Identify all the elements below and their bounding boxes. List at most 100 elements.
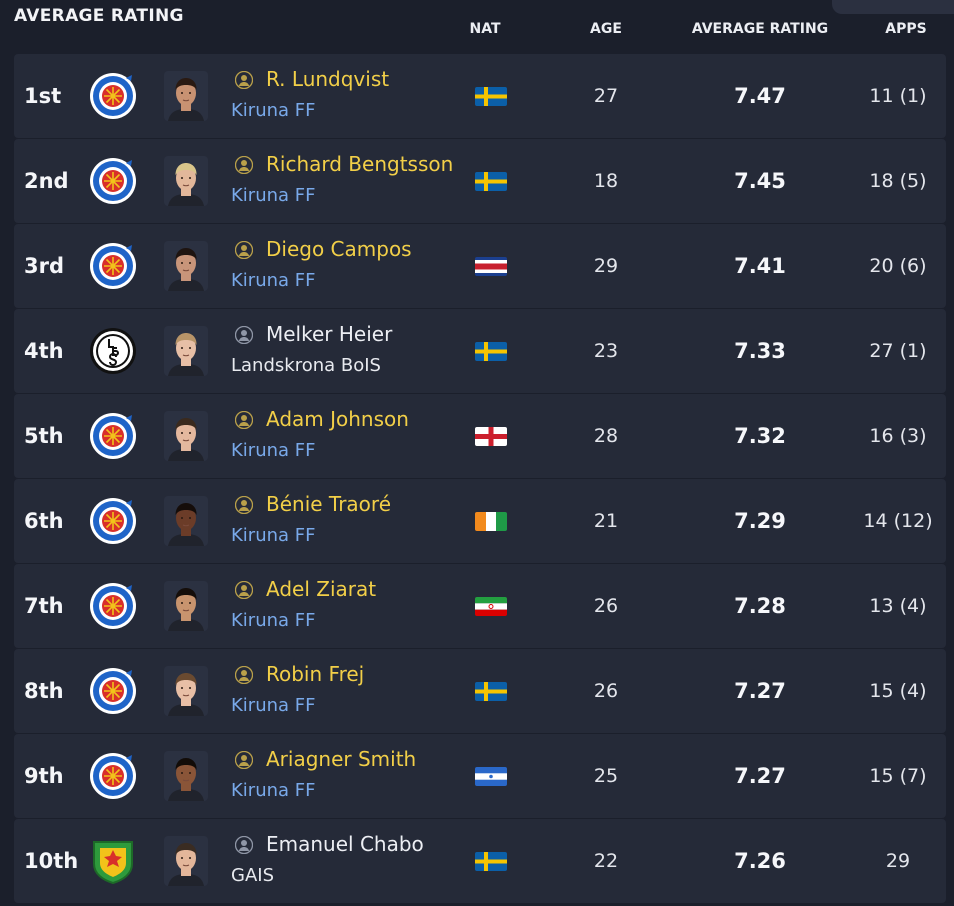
kiruna-crest[interactable] [88,71,138,121]
player-name[interactable]: Melker Heier [234,322,392,346]
average-rating-value: 7.26 [734,849,786,873]
age-value: 28 [593,425,619,447]
player-name-label: Robin Frej [266,662,365,686]
club-link[interactable]: Kiruna FF [231,440,316,461]
club-link[interactable]: GAIS [231,865,274,886]
average-rating-value: 7.32 [734,424,786,448]
table-row[interactable]: 4th Melker Heier Landskrona BoIS 23 7.33 27 (… [14,309,946,393]
club-link[interactable]: Kiruna FF [231,610,316,631]
kiruna-crest[interactable] [88,411,138,461]
column-header-age[interactable]: AGE [590,21,622,37]
column-header-apps[interactable]: APPS [885,21,927,37]
age-value: 26 [593,680,619,702]
player-name[interactable]: Diego Campos [234,237,412,261]
player-photo[interactable] [164,496,208,546]
table-row[interactable]: 10th Emanuel Chabo GAIS 22 7.26 29 [14,819,946,903]
flag-se-icon [475,342,507,361]
rank-label: 5th [24,424,64,448]
person-icon [234,155,254,175]
club-link[interactable]: Kiruna FF [231,525,316,546]
apps-value: 15 (7) [869,765,927,787]
rank-label: 10th [24,849,79,873]
average-rating-value: 7.41 [734,254,786,278]
apps-value: 13 (4) [869,595,927,617]
flag-se-icon [475,682,507,701]
ratings-table: 1st R. Lundqvist Kiruna FF 27 7.47 11 (1) 2nd R… [14,54,946,904]
club-link[interactable]: Kiruna FF [231,100,316,121]
rank-label: 2nd [24,169,69,193]
column-header-average-rating[interactable]: AVERAGE RATING [691,21,829,37]
kiruna-crest[interactable] [88,751,138,801]
gais-crest[interactable] [88,836,138,886]
player-name[interactable]: Robin Frej [234,662,365,686]
age-value: 18 [593,170,619,192]
player-name[interactable]: Emanuel Chabo [234,832,424,856]
column-header-nat[interactable]: NAT [469,21,501,37]
club-link[interactable]: Kiruna FF [231,780,316,801]
player-name[interactable]: Bénie Traoré [234,492,391,516]
kiruna-crest[interactable] [88,156,138,206]
player-name[interactable]: R. Lundqvist [234,67,390,91]
player-photo[interactable] [164,581,208,631]
age-value: 25 [593,765,619,787]
player-photo[interactable] [164,156,208,206]
apps-value: 15 (4) [869,680,927,702]
flag-ci-icon [475,512,507,531]
table-row[interactable]: 2nd Richard Bengtsson Kiruna FF 18 7.45 18 (5… [14,139,946,223]
kiruna-crest[interactable] [88,496,138,546]
player-name-label: Adel Ziarat [266,577,377,601]
person-icon [234,835,254,855]
age-value: 23 [593,340,619,362]
player-photo[interactable] [164,71,208,121]
club-link[interactable]: Kiruna FF [231,695,316,716]
rank-label: 6th [24,509,64,533]
player-name-label: Ariagner Smith [266,747,417,771]
person-icon [234,750,254,770]
player-photo[interactable] [164,241,208,291]
player-name[interactable]: Adam Johnson [234,407,409,431]
player-name-label: Diego Campos [266,237,412,261]
table-row[interactable]: 7th Adel Ziarat Kiruna FF 26 7.28 13 (4) [14,564,946,648]
player-name-label: Bénie Traoré [266,492,391,516]
player-photo[interactable] [164,836,208,886]
age-value: 29 [593,255,619,277]
person-icon [234,665,254,685]
club-link[interactable]: Landskrona BoIS [231,355,381,376]
table-row[interactable]: 9th Ariagner Smith Kiruna FF 25 7.27 15 (7) [14,734,946,818]
player-photo[interactable] [164,666,208,716]
apps-value: 16 (3) [869,425,927,447]
table-row[interactable]: 8th Robin Frej Kiruna FF 26 7.27 15 (4) [14,649,946,733]
average-rating-value: 7.27 [734,679,786,703]
player-name-label: R. Lundqvist [266,67,390,91]
kiruna-crest[interactable] [88,581,138,631]
table-row[interactable]: 3rd Diego Campos Kiruna FF 29 7.41 20 (6) [14,224,946,308]
player-name[interactable]: Ariagner Smith [234,747,417,771]
flag-en-icon [475,427,507,446]
landskrona-crest[interactable] [88,326,138,376]
person-icon [234,240,254,260]
flag-ni-icon [475,767,507,786]
person-icon [234,495,254,515]
kiruna-crest[interactable] [88,666,138,716]
table-row[interactable]: 1st R. Lundqvist Kiruna FF 27 7.47 11 (1) [14,54,946,138]
kiruna-crest[interactable] [88,241,138,291]
top-right-tab[interactable] [832,0,954,14]
player-photo[interactable] [164,411,208,461]
player-name[interactable]: Adel Ziarat [234,577,377,601]
table-row[interactable]: 6th Bénie Traoré Kiruna FF 21 7.29 14 (12) [14,479,946,563]
player-photo[interactable] [164,751,208,801]
player-name[interactable]: Richard Bengtsson [234,152,454,176]
player-name-label: Adam Johnson [266,407,409,431]
person-icon [234,325,254,345]
club-link[interactable]: Kiruna FF [231,270,316,291]
average-rating-value: 7.47 [734,84,786,108]
club-link[interactable]: Kiruna FF [231,185,316,206]
age-value: 21 [593,510,619,532]
table-row[interactable]: 5th Adam Johnson Kiruna FF 28 7.32 16 (3) [14,394,946,478]
person-icon [234,70,254,90]
rank-label: 8th [24,679,64,703]
player-name-label: Richard Bengtsson [266,152,454,176]
rank-label: 1st [24,84,62,108]
player-photo[interactable] [164,326,208,376]
apps-value: 18 (5) [869,170,927,192]
